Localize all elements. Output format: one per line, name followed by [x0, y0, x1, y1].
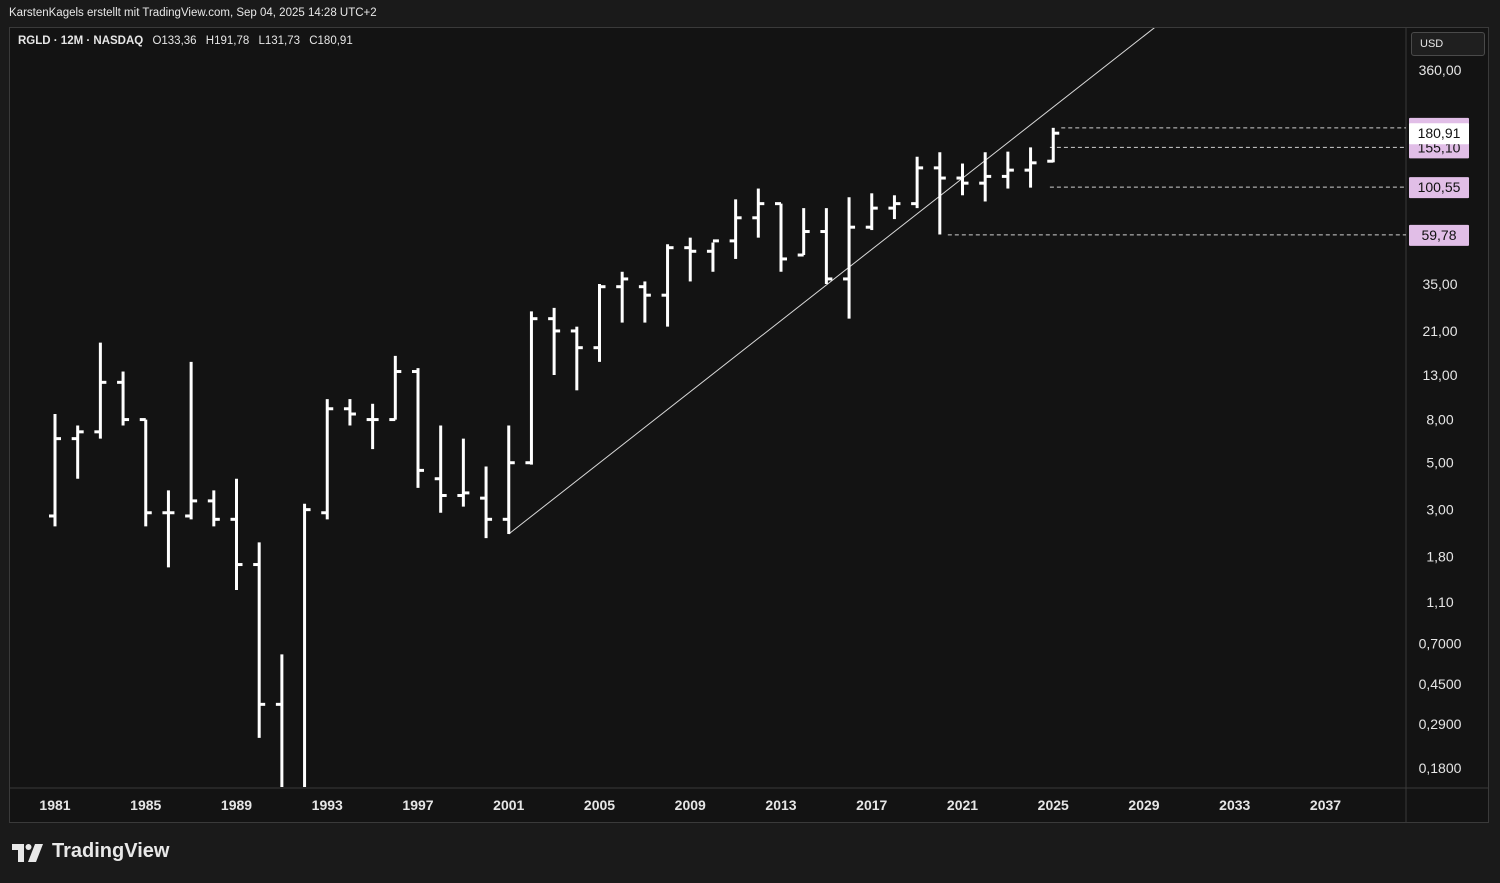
ohlc-bar[interactable]: [299, 503, 311, 791]
currency-button[interactable]: USD: [1411, 32, 1485, 56]
y-tick-label: 5,00: [1426, 455, 1453, 471]
tradingview-brand[interactable]: TradingView: [12, 840, 169, 863]
y-tick-label: 35,00: [1422, 276, 1457, 292]
legend-open: O133,36: [152, 35, 197, 47]
ohlc-bar[interactable]: [117, 371, 130, 426]
x-tick-label: 2029: [1128, 797, 1159, 813]
ohlc-bar[interactable]: [729, 199, 742, 259]
ohlc-bar[interactable]: [412, 368, 424, 488]
ohlc-bar[interactable]: [343, 399, 356, 426]
ohlc-bar[interactable]: [933, 152, 946, 235]
ohlc-bar[interactable]: [548, 307, 561, 375]
ohlc-bar[interactable]: [49, 414, 61, 527]
price-level-tag: 100,55: [1418, 179, 1461, 195]
y-tick-label: 0,1800: [1419, 760, 1462, 776]
ohlc-bar[interactable]: [321, 399, 334, 520]
ohlc-bar[interactable]: [820, 208, 833, 285]
y-tick-label: 21,00: [1422, 323, 1457, 339]
ohlc-bar[interactable]: [956, 163, 969, 196]
current-price-tag: 180,91: [1418, 125, 1461, 141]
x-tick-label: 1989: [221, 797, 252, 813]
ohlc-bar[interactable]: [480, 466, 493, 539]
tradingview-logo-icon: [12, 843, 43, 862]
ohlc-bar[interactable]: [1001, 151, 1014, 189]
ohlc-bar[interactable]: [525, 311, 538, 465]
ohlc-bar[interactable]: [843, 197, 856, 319]
legend-close: C180,91: [309, 35, 353, 47]
ohlc-bar[interactable]: [457, 438, 470, 507]
legend-high: H191,78: [205, 35, 250, 47]
y-tick-label: 1,10: [1426, 594, 1453, 610]
support-trendline: [508, 28, 1155, 535]
x-tick-label: 2013: [765, 797, 796, 813]
x-tick-label: 1993: [312, 797, 343, 813]
ohlc-bar[interactable]: [253, 542, 266, 738]
y-tick-label: 0,2900: [1419, 716, 1462, 732]
ohlc-bar[interactable]: [207, 490, 220, 527]
y-tick-label: 360,00: [1419, 62, 1462, 78]
ohlc-bar[interactable]: [593, 284, 606, 362]
current-price-tag-bg: [1409, 123, 1469, 145]
y-tick-label: 3,00: [1426, 502, 1453, 518]
ohlc-bar[interactable]: [638, 281, 651, 323]
price-level-tag: 59,78: [1421, 227, 1456, 243]
x-tick-label: 1985: [130, 797, 161, 813]
ohlc-bar[interactable]: [775, 202, 787, 272]
x-tick-label: 2017: [856, 797, 887, 813]
ohlc-bar[interactable]: [275, 654, 288, 791]
ohlc-bar[interactable]: [888, 195, 901, 220]
chart-frame: [9, 27, 1489, 823]
legend-low: L131,73: [258, 35, 301, 47]
x-tick-label: 2005: [584, 797, 615, 813]
ohlc-bar[interactable]: [1024, 147, 1037, 188]
ohlc-bar[interactable]: [661, 244, 674, 327]
x-tick-label: 1981: [39, 797, 70, 813]
ohlc-bar[interactable]: [865, 193, 878, 231]
symbol-legend: RGLD · 12M · NASDAQ O133,36 H191,78 L131…: [18, 35, 359, 47]
ohlc-bar[interactable]: [570, 326, 583, 391]
brand-name: TradingView: [52, 840, 170, 862]
ohlc-bar[interactable]: [389, 355, 402, 422]
y-tick-label: 8,00: [1426, 412, 1453, 428]
price-level-tag-bg: [1409, 224, 1469, 246]
ohlc-bar[interactable]: [185, 361, 198, 520]
ohlc-bar[interactable]: [797, 208, 810, 257]
ohlc-bar[interactable]: [1047, 127, 1060, 163]
x-tick-label: 2025: [1038, 797, 1069, 813]
ohlc-bar[interactable]: [366, 403, 379, 450]
x-tick-label: 2021: [947, 797, 978, 813]
y-tick-label: 0,7000: [1419, 635, 1462, 651]
x-tick-label: 2009: [675, 797, 706, 813]
symbol-info: RGLD · 12M · NASDAQ: [18, 35, 144, 47]
price-level-tag-bg: [1409, 177, 1469, 199]
ohlc-bar[interactable]: [71, 425, 84, 479]
ohlc-bar[interactable]: [502, 425, 515, 535]
ohlc-bar[interactable]: [979, 152, 992, 202]
ohlc-bar[interactable]: [139, 418, 152, 527]
x-tick-label: 2037: [1310, 797, 1341, 813]
ohlc-bar[interactable]: [684, 237, 697, 282]
ohlc-bar[interactable]: [616, 271, 629, 323]
y-tick-label: 13,00: [1422, 367, 1457, 383]
ohlc-bar[interactable]: [911, 156, 924, 209]
x-tick-label: 2001: [493, 797, 524, 813]
ohlc-bar[interactable]: [230, 478, 243, 591]
ohlc-bar[interactable]: [94, 342, 107, 439]
ohlc-bar[interactable]: [752, 188, 765, 238]
x-tick-label: 1997: [402, 797, 433, 813]
ohlc-bar[interactable]: [162, 490, 175, 568]
y-tick-label: 0,4500: [1419, 676, 1462, 692]
ohlc-bar[interactable]: [434, 425, 447, 513]
ohlc-bar[interactable]: [706, 239, 719, 272]
chart-attribution: KarstenKagels erstellt mit TradingView.c…: [9, 7, 377, 19]
x-tick-label: 2033: [1219, 797, 1250, 813]
y-tick-label: 1,80: [1426, 549, 1453, 565]
